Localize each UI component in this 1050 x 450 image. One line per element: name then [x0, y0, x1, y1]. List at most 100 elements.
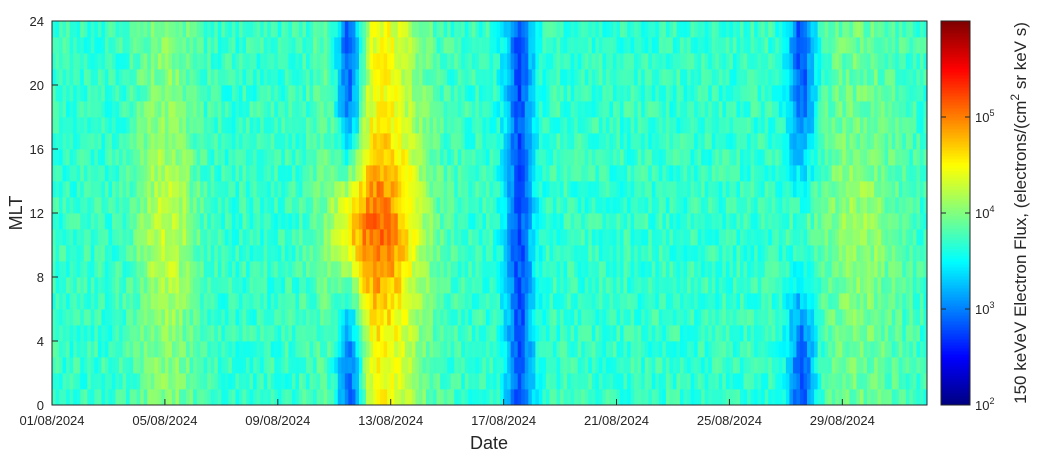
heatmap-cell — [175, 149, 180, 166]
heatmap-cell — [440, 341, 445, 358]
heatmap-cell — [267, 309, 272, 326]
heatmap-cell — [475, 117, 480, 134]
heatmap-cell — [157, 37, 162, 54]
heatmap-cell — [168, 165, 173, 182]
heatmap-cell — [662, 373, 667, 390]
heatmap-cell — [210, 85, 215, 102]
heatmap-cell — [313, 133, 318, 150]
heatmap-cell — [757, 309, 762, 326]
heatmap-cell — [348, 325, 353, 342]
heatmap-cell — [256, 101, 261, 118]
heatmap-cell — [214, 117, 219, 134]
heatmap-cell — [623, 293, 628, 310]
heatmap-cell — [59, 85, 63, 102]
heatmap-cell — [150, 181, 155, 198]
heatmap-cell — [277, 373, 282, 390]
heatmap-cell — [344, 293, 349, 310]
heatmap-cell — [291, 373, 296, 390]
heatmap-cell — [154, 261, 159, 278]
heatmap-cell — [235, 181, 240, 198]
heatmap-cell — [161, 309, 166, 326]
heatmap-cell — [164, 117, 169, 134]
heatmap-cell — [147, 165, 152, 182]
heatmap-cell — [725, 69, 730, 86]
heatmap-cell — [471, 357, 476, 374]
heatmap-cell — [528, 21, 533, 38]
heatmap-cell — [119, 277, 123, 294]
heatmap-cell — [425, 373, 430, 390]
heatmap-cell — [747, 197, 751, 214]
heatmap-cell — [704, 21, 709, 38]
heatmap-cell — [168, 245, 173, 262]
heatmap-cell — [295, 21, 300, 38]
heatmap-cell — [740, 325, 744, 342]
heatmap-cell — [390, 181, 395, 198]
heatmap-cell — [210, 165, 215, 182]
heatmap-cell — [140, 21, 145, 38]
heatmap-cell — [348, 37, 353, 54]
heatmap-cell — [683, 341, 688, 358]
heatmap-cell — [722, 85, 727, 102]
heatmap-cell — [560, 325, 564, 342]
heatmap-cell — [217, 357, 222, 374]
heatmap-cell — [210, 341, 215, 358]
heatmap-cell — [725, 293, 730, 310]
heatmap-cell — [182, 293, 187, 310]
heatmap-cell — [175, 213, 180, 230]
heatmap-cell — [577, 261, 582, 278]
heatmap-cell — [443, 213, 448, 230]
heatmap-cell — [725, 133, 730, 150]
heatmap-cell — [524, 53, 529, 70]
heatmap-cell — [778, 341, 783, 358]
heatmap-cell — [253, 325, 258, 342]
heatmap-cell — [461, 165, 466, 182]
heatmap-cell — [66, 165, 71, 182]
heatmap-cell — [369, 341, 374, 358]
heatmap-cell — [309, 53, 314, 70]
heatmap-cell — [284, 357, 289, 374]
heatmap-cell — [471, 181, 476, 198]
heatmap-cell — [510, 197, 515, 214]
heatmap-cell — [302, 21, 307, 38]
heatmap-cell — [320, 53, 325, 70]
heatmap-cell — [256, 133, 261, 150]
heatmap-cell — [256, 277, 261, 294]
heatmap-cell — [722, 309, 727, 326]
heatmap-cell — [270, 133, 275, 150]
heatmap-cell — [609, 133, 614, 150]
heatmap-cell — [471, 389, 476, 406]
heatmap-cell — [401, 293, 406, 310]
heatmap-cell — [207, 53, 212, 70]
heatmap-cell — [111, 229, 116, 246]
heatmap-cell — [387, 197, 392, 214]
heatmap-cell — [570, 165, 575, 182]
heatmap-cell — [750, 309, 755, 326]
heatmap-cell — [775, 277, 780, 294]
heatmap-cell — [186, 309, 190, 326]
heatmap-cell — [482, 101, 487, 118]
heatmap-cell — [694, 389, 699, 406]
heatmap-cell — [623, 117, 628, 134]
heatmap-cell — [545, 389, 550, 406]
heatmap-cell — [161, 245, 166, 262]
heatmap-cell — [179, 341, 183, 358]
heatmap-cell — [143, 293, 148, 310]
heatmap-cell — [581, 389, 586, 406]
heatmap-cell — [281, 213, 286, 230]
heatmap-cell — [362, 37, 367, 54]
heatmap-cell — [757, 101, 762, 118]
heatmap-cell — [284, 85, 289, 102]
heatmap-cell — [482, 357, 487, 374]
heatmap-cell — [503, 181, 508, 198]
heatmap-cell — [612, 389, 617, 406]
heatmap-cell — [637, 37, 642, 54]
heatmap-cell — [690, 165, 695, 182]
heatmap-cell — [549, 101, 554, 118]
heatmap-cell — [373, 197, 377, 214]
heatmap-cell — [768, 53, 773, 70]
heatmap-cell — [690, 309, 695, 326]
heatmap-cell — [80, 85, 85, 102]
heatmap-cell — [150, 85, 155, 102]
heatmap-cell — [489, 341, 494, 358]
heatmap-cell — [94, 133, 99, 150]
